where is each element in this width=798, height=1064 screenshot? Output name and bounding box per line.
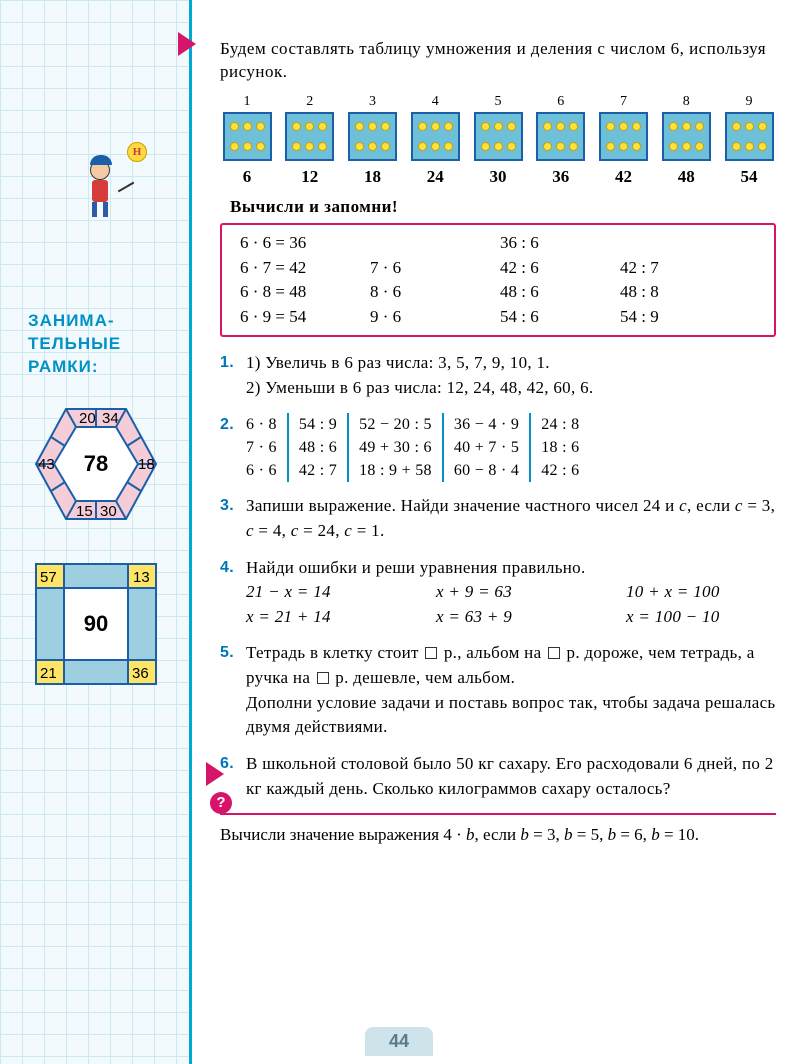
page-root: Н ЗАНИМА- ТЕЛЬНЫЕ РАМКИ: [0,0,798,1064]
square-puzzle: 57 13 21 36 90 [31,559,161,689]
task-2: 2. 6 · 87 · 66 · 654 : 948 : 642 : 752 −… [220,413,776,483]
main-content: Будем составлять таблицу умножения и дел… [192,0,798,1064]
svg-text:21: 21 [40,665,57,682]
task-head: Найди ошибки и реши уравнения правильно. [246,556,776,581]
svg-text:78: 78 [84,451,108,476]
question-mark-icon: ? [210,792,232,814]
task-number: 5. [220,641,246,740]
domino-col: 318 [346,94,400,187]
svg-text:43: 43 [38,456,55,473]
blank-box [548,647,560,659]
domino-col: 530 [471,94,525,187]
svg-text:15: 15 [76,503,93,520]
task-number: 2. [220,413,246,483]
task-5: 5. Тетрадь в клетку стоит р., альбом на … [220,641,776,740]
blank-box [425,647,437,659]
svg-text:30: 30 [100,503,117,520]
svg-text:34: 34 [102,410,119,427]
task-4: 4. Найди ошибки и реши уравнения правиль… [220,556,776,630]
section-arrow-icon [178,32,196,56]
svg-text:20: 20 [79,410,96,427]
intro-text: Будем составлять таблицу умножения и дел… [220,38,776,84]
domino-col: 848 [659,94,713,187]
svg-text:57: 57 [40,569,57,586]
mascot-character: Н [75,160,125,230]
hexagon-puzzle: 20 34 43 18 15 30 78 [26,399,166,529]
section-arrow-icon [206,762,224,786]
task-number: 3. [220,494,246,543]
domino-col: 636 [534,94,588,187]
sidebar-title-line: ЗАНИМА- [28,310,192,333]
bottom-question: ? Вычисли значение выражения 4 · b, если… [220,813,776,848]
task-number: 1. [220,351,246,400]
task-line: 1) Увеличь в 6 раз числа: 3, 5, 7, 9, 10… [246,351,776,376]
task-text: Тетрадь в клетку стоит р., альбом на р. … [246,641,776,690]
domino-col: 424 [408,94,462,187]
sidebar-title-line: РАМКИ: [28,356,192,379]
domino-col: 212 [283,94,337,187]
task-number: 4. [220,556,246,630]
calc-box: 6 · 6 = 3636 : 66 · 7 = 427 · 642 : 642 … [220,223,776,338]
domino-col: 16 [220,94,274,187]
task-6: 6. В школьной столовой было 50 кг сахару… [220,752,776,801]
sidebar-title-line: ТЕЛЬНЫЕ [28,333,192,356]
equation-row: x = 21 + 14 x = 63 + 9 x = 100 − 10 [246,605,776,630]
domino-row: 16212318424530636742848954 [220,94,776,187]
sidebar: Н ЗАНИМА- ТЕЛЬНЫЕ РАМКИ: [0,0,192,1064]
task-1: 1. 1) Увеличь в 6 раз числа: 3, 5, 7, 9,… [220,351,776,400]
sidebar-title: ЗАНИМА- ТЕЛЬНЫЕ РАМКИ: [0,310,192,379]
task-text: Дополни условие задачи и поставь вопрос … [246,691,776,740]
equation-row: 21 − x = 14 x + 9 = 63 10 + x = 100 [246,580,776,605]
subheading: Вычисли и запомни! [230,197,776,217]
domino-col: 742 [597,94,651,187]
task-text: Запиши выражение. Найди значение частног… [246,496,775,540]
task-line: 2) Уменьши в 6 раз числа: 12, 24, 48, 42… [246,376,776,401]
task-3: 3. Запиши выражение. Найди значение част… [220,494,776,543]
bottom-text: Вычисли значение выражения 4 · b, если b… [220,825,699,844]
blank-box [317,672,329,684]
svg-text:13: 13 [133,569,150,586]
task-text: В школьной столовой было 50 кг сахару. Е… [246,752,776,801]
svg-text:18: 18 [138,456,155,473]
page-number: 44 [365,1027,433,1056]
svg-text:90: 90 [84,611,108,636]
domino-col: 954 [722,94,776,187]
svg-text:36: 36 [132,665,149,682]
mascot-badge: Н [127,142,147,162]
